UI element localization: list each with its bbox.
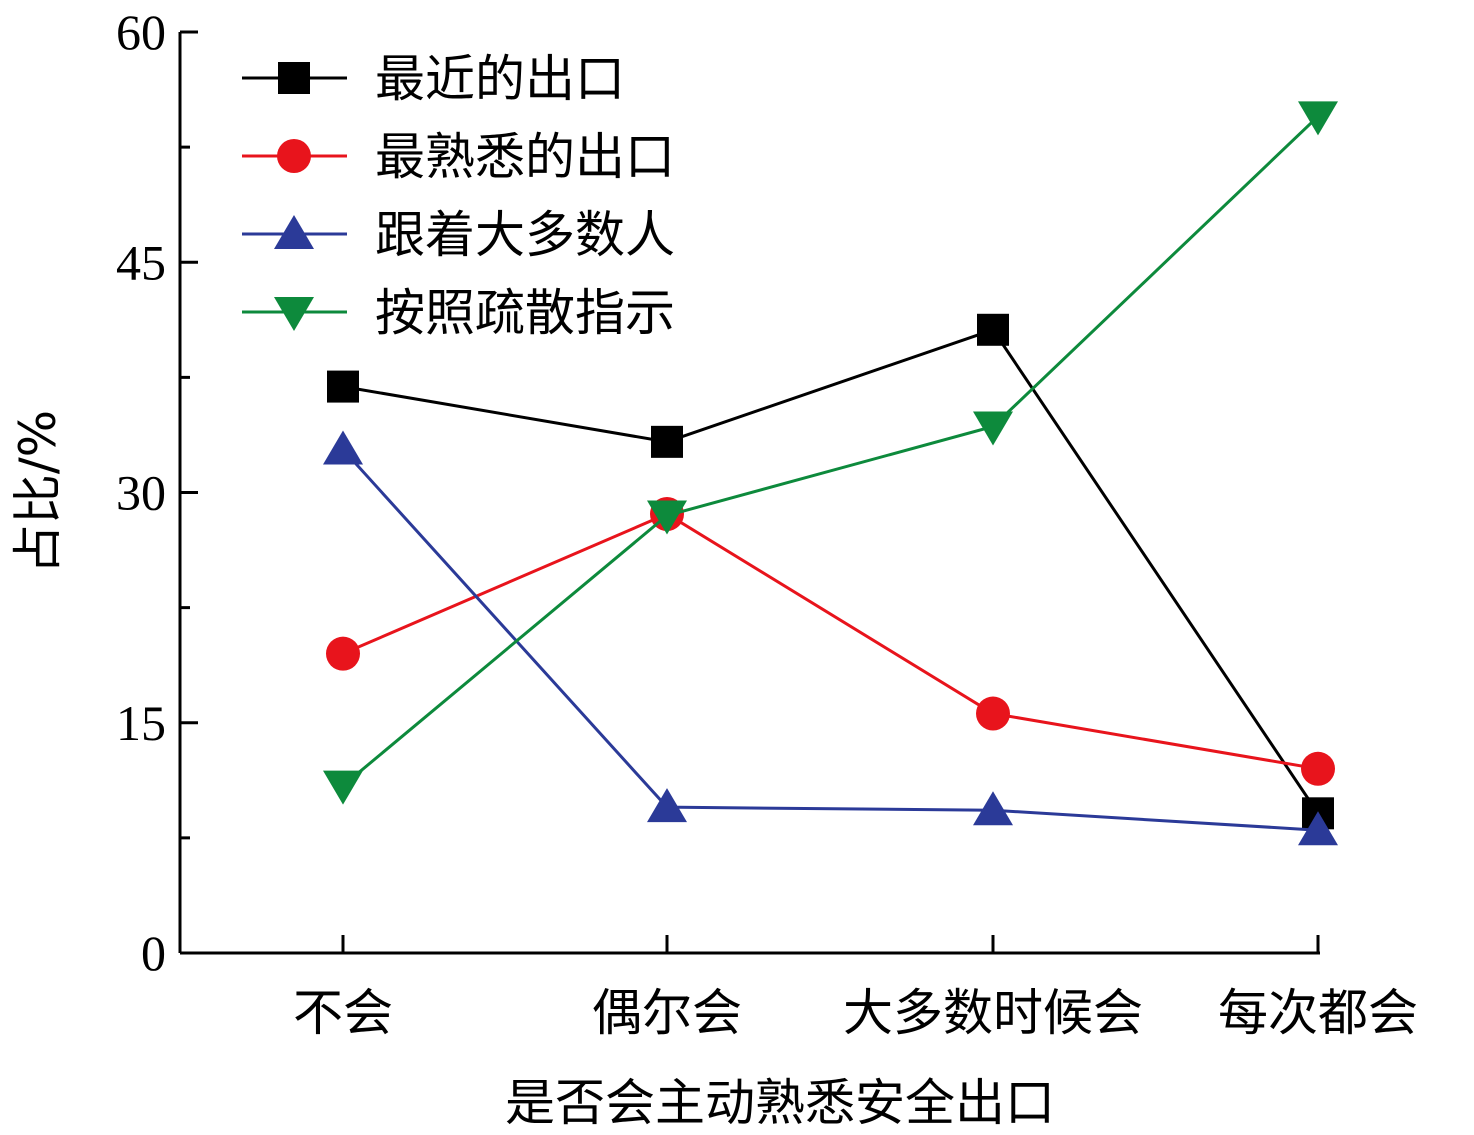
y-axis-title: 占比/% [9, 410, 67, 574]
y-tick-label: 30 [116, 465, 166, 521]
data-point [327, 370, 359, 403]
series-line [342, 512, 1319, 771]
series-line [342, 327, 1320, 815]
x-axis-title: 是否会主动熟悉安全出口 [505, 1074, 1055, 1132]
x-tick-label: 每次都会 [1218, 984, 1418, 1042]
data-point [973, 791, 1013, 826]
y-tick-label: 45 [116, 234, 166, 290]
series-4 [323, 101, 1338, 805]
legend-marker [277, 139, 311, 173]
legend-label: 跟着大多数人 [375, 206, 675, 264]
data-point [1298, 811, 1338, 846]
y-tick-label: 15 [116, 695, 166, 751]
series-line [341, 448, 1319, 832]
x-axis-ticks: 不会 偶尔会 大多数时候会 每次都会 [293, 935, 1418, 1042]
legend-marker [278, 62, 310, 94]
data-point [1298, 101, 1338, 136]
data-point [647, 500, 687, 535]
data-point [323, 770, 363, 805]
series-line [342, 115, 1320, 787]
data-point [976, 696, 1010, 731]
legend-marker [274, 215, 314, 249]
data-point [977, 313, 1009, 346]
data-point [323, 430, 363, 465]
series-1 [327, 313, 1334, 830]
legend-marker [274, 297, 314, 331]
data-point [651, 425, 683, 458]
series-2 [326, 496, 1335, 786]
legend-label: 最近的出口 [375, 50, 625, 108]
series-3 [323, 430, 1338, 846]
series-layer [323, 101, 1338, 846]
data-point [647, 788, 687, 823]
data-point [1301, 751, 1335, 786]
data-point [973, 411, 1013, 446]
data-point [326, 636, 360, 671]
legend-label: 最熟悉的出口 [375, 128, 675, 186]
x-tick-label: 大多数时候会 [843, 984, 1143, 1042]
x-tick-label: 偶尔会 [592, 984, 742, 1042]
legend-label: 按照疏散指示 [375, 284, 675, 342]
y-axis-ticks: 0 15 30 45 60 [116, 4, 198, 981]
y-tick-label: 0 [141, 925, 166, 981]
y-tick-label: 60 [116, 4, 166, 60]
x-tick-label: 不会 [293, 984, 393, 1042]
